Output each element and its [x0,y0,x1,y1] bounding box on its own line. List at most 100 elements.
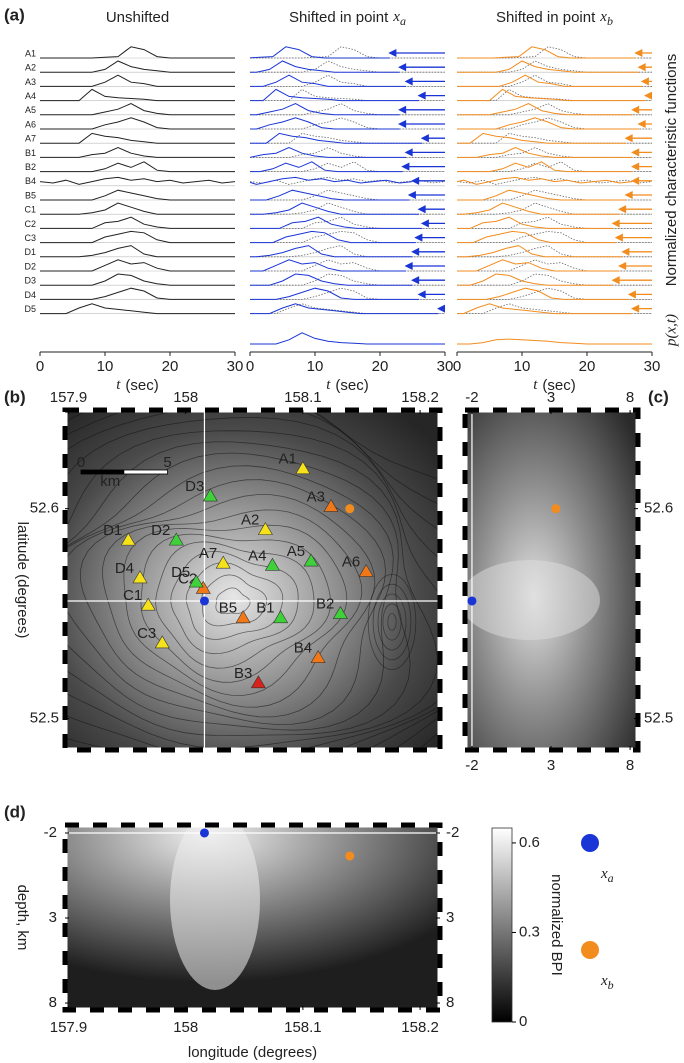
y-axis-label: Normalized characteristic functions [663,54,680,287]
waveform-unshifted [457,147,652,158]
waveform [40,287,235,300]
waveform-panel [457,46,652,345]
waveform-unshifted [457,245,652,258]
x-tick-label: 8 [626,757,634,774]
x-tick-label: 158 [173,389,198,406]
shift-arrow [420,134,445,143]
waveform-unshifted [457,132,652,144]
contour [79,494,376,718]
waveform [40,147,235,158]
waveform-shifted [250,303,439,315]
waveform [40,230,235,244]
point-marker [199,596,209,606]
map-panel [65,410,440,750]
station [295,461,311,475]
legend-marker [581,834,599,852]
waveform-shifted [457,287,630,300]
x-tick-label: 0 [453,358,461,375]
contour [382,603,402,641]
y-tick-label: 52.5 [644,709,673,726]
station [132,570,148,584]
shift-arrow [404,77,445,86]
shift-arrow [624,190,652,200]
waveform-unshifted [457,46,652,59]
point-marker [345,851,355,861]
shift-arrow [417,91,445,100]
waveform-unshifted [250,287,445,300]
shift-arrow [631,304,652,313]
heatmap-highlight [465,560,600,640]
waveform-shifted [457,176,633,185]
contour [102,509,363,708]
scale-bar-part [81,470,125,474]
shift-arrow [404,261,445,271]
station [264,557,280,571]
y-tick-label: -2 [44,824,57,841]
x-tick-label: 10 [514,358,531,375]
contour [65,441,438,749]
waveform [40,60,235,73]
trace-label: C3 [24,233,36,243]
waveform-unshifted [250,216,445,229]
x-tick-label: 158 [173,1019,198,1036]
trace-label: D1 [24,247,36,257]
station [257,522,273,535]
station [250,675,266,689]
station-label: A4 [248,547,266,564]
waveform-unshifted [250,161,445,172]
waveform-unshifted [457,287,652,300]
contour [387,613,397,631]
station-label: A3 [307,489,325,506]
trace-label: B1 [25,148,36,158]
point-marker [551,504,561,514]
x-unit: (sec) [125,377,158,394]
x-unit: (sec) [335,377,368,394]
waveform-shifted [250,176,413,185]
x-var: t [116,377,121,393]
waveform [40,189,235,201]
map-panel [465,410,638,750]
panel-title: Shifted in point xa [289,9,406,28]
waveform-shifted [250,161,403,173]
y-axis-label: latitude (degrees) [14,522,31,639]
waveform-shifted [250,117,400,130]
contour [65,410,440,750]
waveform-shifted [250,202,419,215]
waveform-shifted [457,259,620,272]
point-marker [345,504,355,514]
waveform [40,216,235,229]
waveform-unshifted [457,216,652,229]
contour [65,410,440,750]
colorbar-tick-label: 0.3 [519,923,540,940]
legend-marker [581,941,599,959]
station [215,555,231,569]
x-tick-label: 0 [36,358,44,375]
y-tick-label: 3 [49,909,57,926]
colorbar-label: normalized BPI [548,874,565,976]
trace-label: C2 [24,219,36,229]
shift-arrow [414,233,445,242]
legend-label: xa [600,866,614,884]
x-tick-label: 157.9 [50,1019,88,1036]
x-tick-label: -2 [465,389,478,406]
colorbar [491,827,513,1023]
shift-arrow [614,233,652,242]
shift-arrow [404,148,445,157]
shift-arrow [631,105,652,114]
x-tick-label: 10 [307,358,324,375]
scale-label: 0 [77,454,85,471]
contour [65,479,387,725]
waveform-unshifted [457,117,652,130]
x-tick-label: -2 [465,757,478,774]
station-label: C3 [137,625,156,642]
point-symbol: x [392,9,400,25]
trace-label: D3 [24,276,36,286]
waveform-shifted [250,216,423,229]
station-label: D2 [151,522,170,539]
shift-arrow [637,119,652,129]
shift-arrow [631,148,652,157]
waveform [40,88,235,102]
x-axis-label: t (sec) [533,377,576,394]
contour [170,550,299,655]
